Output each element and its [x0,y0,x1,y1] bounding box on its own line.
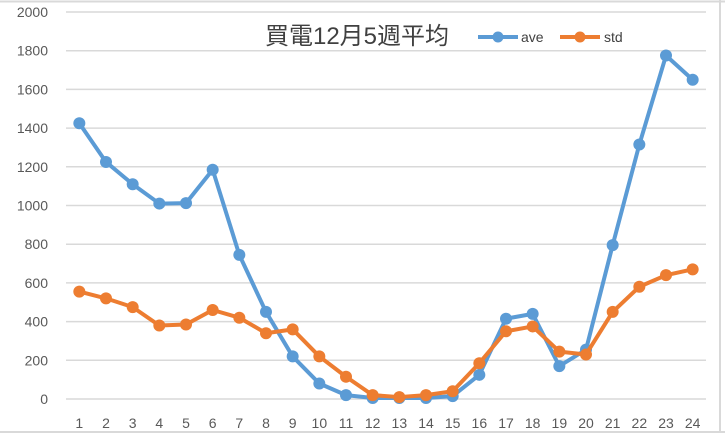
data-point-marker[interactable] [206,303,219,316]
y-axis-labels: 0 200 400 600 800 1000 1200 1400 1600 1800 2000 [17,4,48,407]
data-point-marker[interactable] [500,325,512,338]
x-tick-label: 22 [632,415,648,431]
y-tick-label: 1600 [17,81,48,97]
x-tick-label: 2 [102,415,110,431]
legend-item-ave[interactable]: ave [478,29,544,45]
x-tick-label: 6 [209,415,217,431]
legend-marker-icon [574,31,586,43]
y-tick-label: 800 [25,236,49,252]
x-tick-label: 18 [525,415,541,431]
legend-item-std[interactable]: std [560,29,623,45]
y-tick-label: 0 [40,391,48,407]
series-line [77,53,695,401]
y-tick-label: 2000 [17,4,48,20]
data-point-marker[interactable] [73,285,86,298]
y-tick-label: 1200 [17,159,48,175]
x-tick-label: 5 [182,415,190,431]
y-tick-label: 1800 [17,43,48,59]
y-tick-label: 1000 [17,198,48,214]
data-point-marker[interactable] [633,280,646,293]
data-point-marker[interactable] [260,305,272,318]
data-point-marker[interactable] [473,357,486,370]
data-point-marker[interactable] [100,155,112,168]
data-point-marker[interactable] [206,163,219,176]
x-tick-label: 9 [289,415,297,431]
legend-label-ave: ave [521,29,544,45]
series-ave[interactable] [73,49,699,405]
data-point-marker[interactable] [606,239,619,252]
data-point-marker[interactable] [393,391,406,404]
data-point-marker[interactable] [180,197,192,210]
x-tick-label: 3 [129,415,137,431]
data-point-marker[interactable] [313,377,326,390]
legend: ave std [478,29,623,45]
data-point-marker[interactable] [340,370,352,383]
x-tick-label: 19 [552,415,568,431]
data-point-marker[interactable] [526,320,539,333]
data-point-marker[interactable] [180,318,192,331]
data-point-marker[interactable] [420,389,432,402]
x-tick-label: 8 [262,415,270,431]
data-point-marker[interactable] [686,263,699,276]
x-tick-label: 20 [578,415,594,431]
data-point-marker[interactable] [233,311,246,324]
x-tick-label: 14 [418,415,434,431]
x-axis-labels: 1 2 3 4 5 6 7 8 9 10 11 12 13 14 15 16 17 18 19 20 21 22 23 24 [75,415,700,431]
data-point-marker[interactable] [73,117,86,130]
x-tick-label: 4 [155,415,163,431]
y-tick-label: 200 [25,352,49,368]
x-tick-label: 15 [445,415,461,431]
data-point-marker[interactable] [100,292,112,305]
y-tick-label: 1400 [17,120,48,136]
series-std[interactable] [73,263,699,404]
data-point-marker[interactable] [526,307,539,320]
data-point-marker[interactable] [553,345,566,358]
x-tick-label: 11 [339,415,354,431]
legend-label-std: std [604,29,623,45]
data-point-marker[interactable] [286,323,299,336]
data-point-marker[interactable] [606,305,619,318]
data-point-marker[interactable] [366,389,379,402]
y-tick-label: 400 [25,314,49,330]
data-point-marker[interactable] [500,312,512,325]
data-point-marker[interactable] [633,138,646,151]
x-tick-label: 17 [498,415,514,431]
x-tick-label: 23 [658,415,674,431]
x-tick-label: 10 [312,415,328,431]
x-tick-label: 16 [472,415,488,431]
series-lines [73,49,699,405]
data-point-marker[interactable] [126,178,139,191]
data-point-marker[interactable] [286,350,299,363]
gridlines [66,11,706,400]
x-tick-label: 21 [605,415,621,431]
data-point-marker[interactable] [233,248,246,261]
data-point-marker[interactable] [153,197,166,210]
data-point-marker[interactable] [446,385,459,398]
x-tick-label: 12 [365,415,381,431]
x-tick-label: 7 [235,415,243,431]
data-point-marker[interactable] [313,350,326,363]
data-point-marker[interactable] [126,301,139,314]
chart-title: 買電12月5週平均 [265,23,449,50]
data-point-marker[interactable] [660,49,672,62]
y-tick-label: 600 [25,275,49,291]
data-point-marker[interactable] [660,269,672,282]
data-point-marker[interactable] [580,348,592,361]
data-point-marker[interactable] [340,389,352,402]
x-tick-label: 13 [392,415,408,431]
data-point-marker[interactable] [473,368,486,381]
data-point-marker[interactable] [153,319,166,332]
data-point-marker[interactable] [260,327,272,340]
x-tick-label: 24 [685,415,701,431]
data-point-marker[interactable] [686,73,699,86]
data-point-marker[interactable] [553,360,566,373]
legend-marker-icon [492,31,504,43]
x-tick-label: 1 [75,415,83,431]
